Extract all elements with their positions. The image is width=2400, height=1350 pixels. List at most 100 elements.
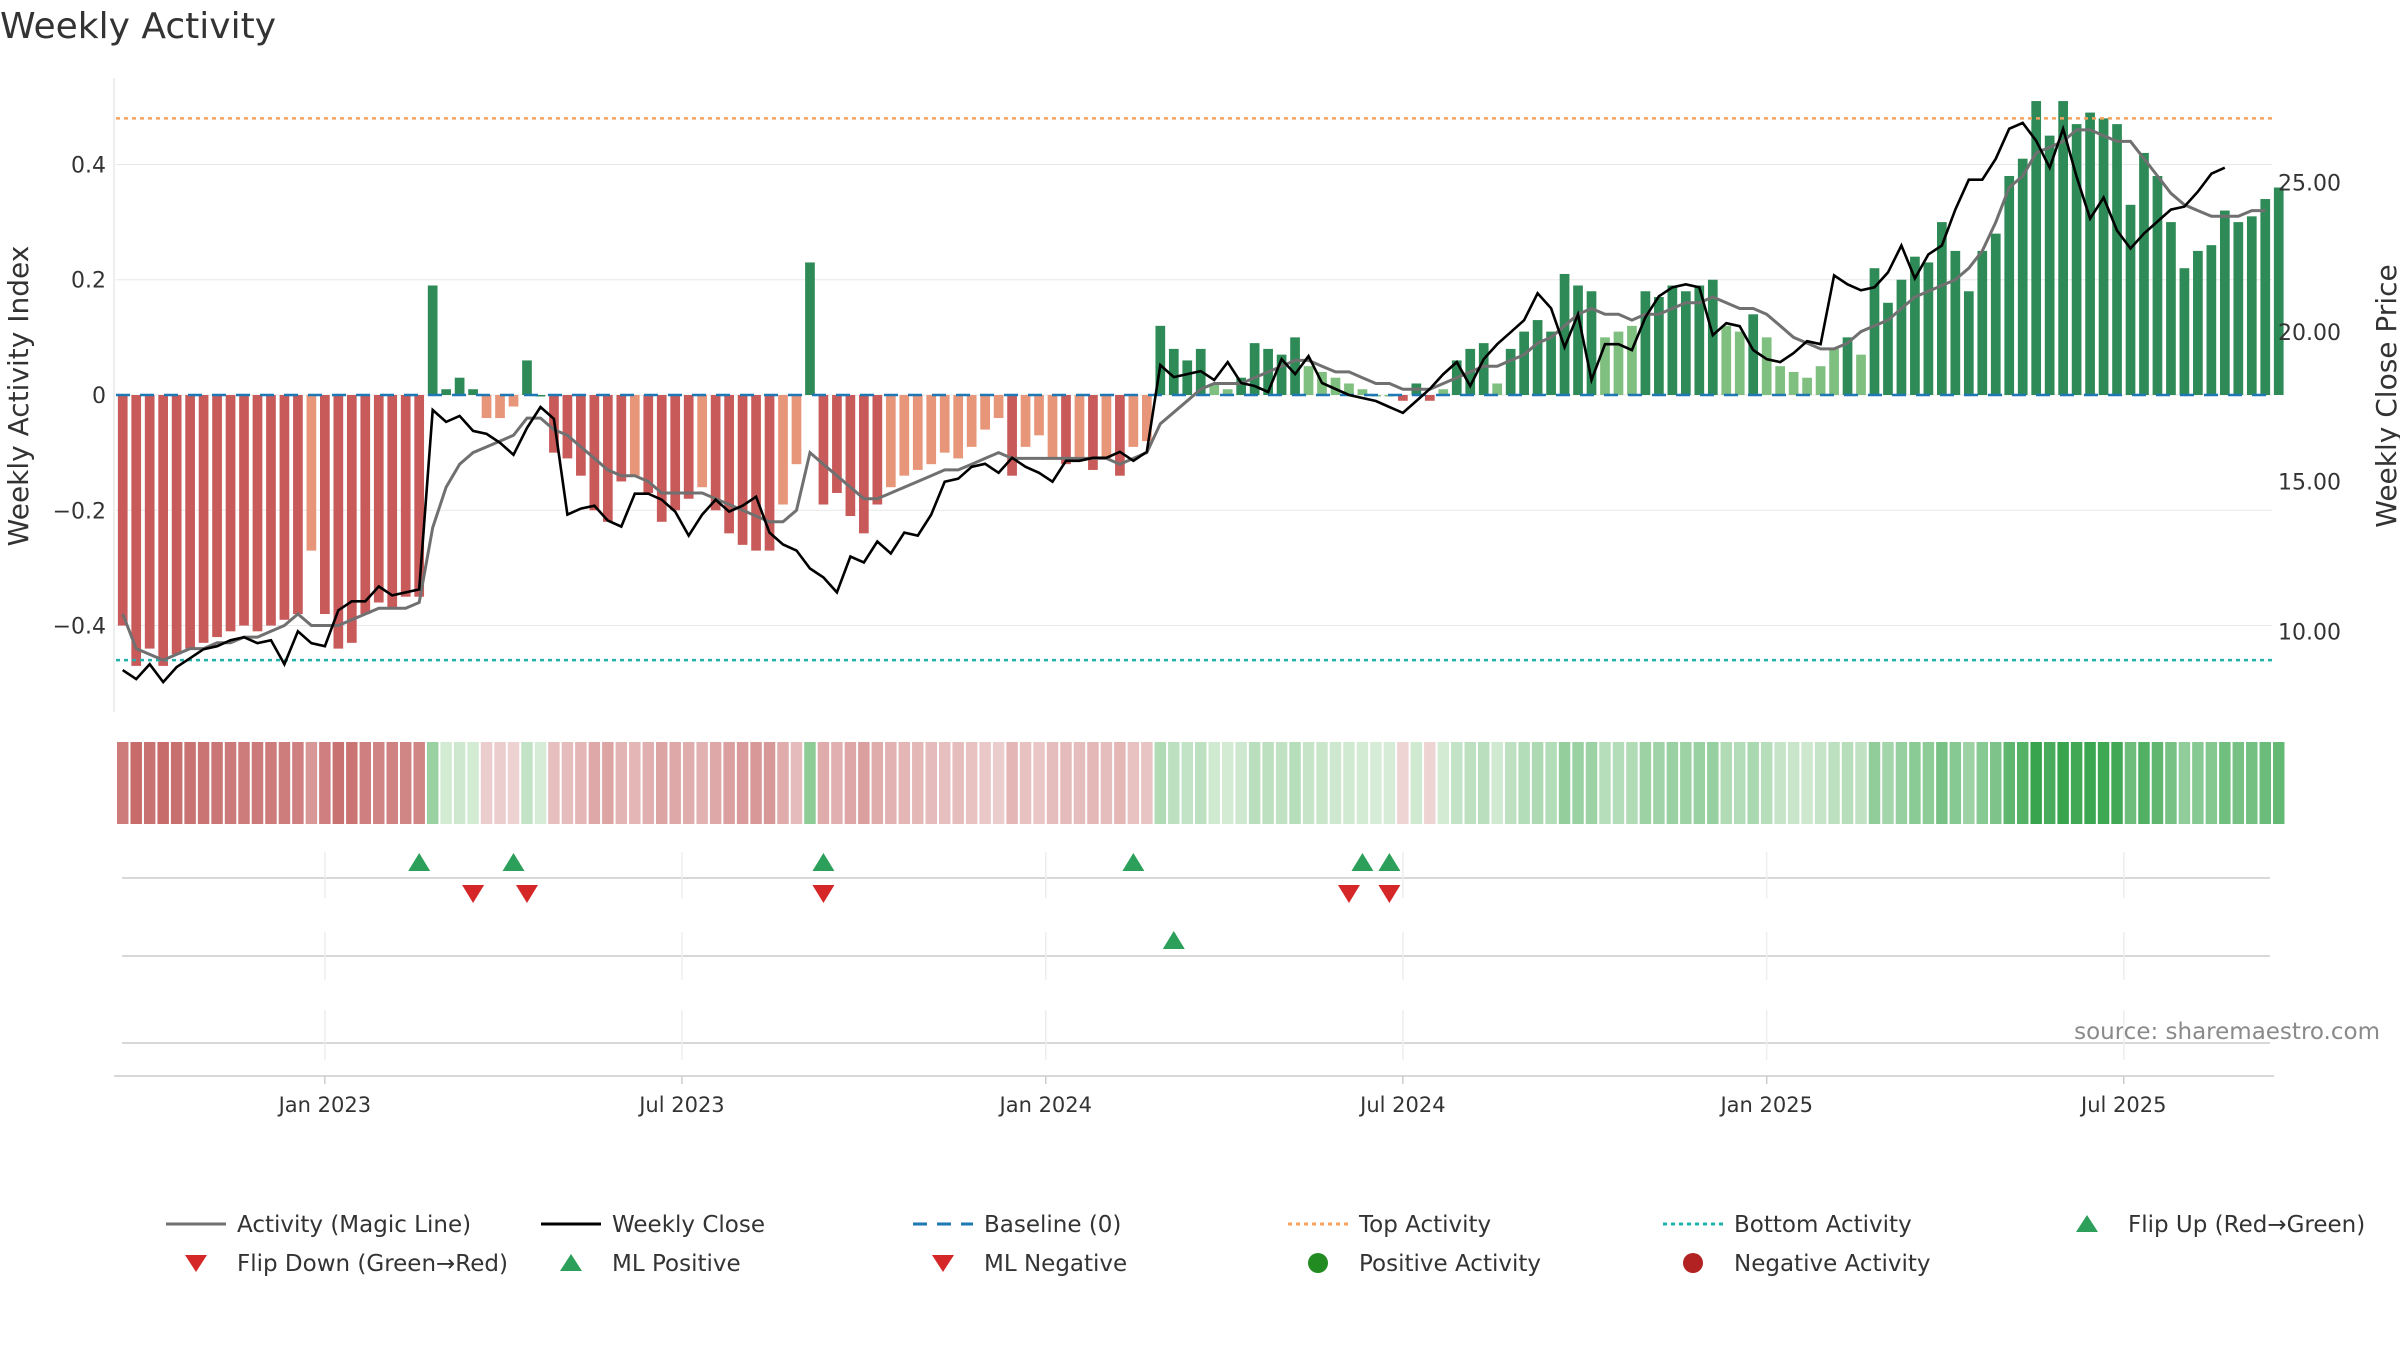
activity-bar bbox=[1424, 395, 1435, 401]
flip-up-marker bbox=[1378, 853, 1401, 871]
activity-bar bbox=[2139, 152, 2149, 395]
x-tick-label: Jan 2025 bbox=[1718, 1093, 1813, 1117]
activity-bar bbox=[414, 395, 425, 597]
activity-bar bbox=[508, 395, 519, 407]
heat-strip-cell bbox=[224, 742, 237, 824]
activity-bar bbox=[1047, 395, 1058, 459]
heat-strip-cell bbox=[2016, 742, 2029, 824]
heat-strip-cell bbox=[1518, 742, 1530, 824]
x-tick-label: Jul 2024 bbox=[1358, 1093, 1445, 1117]
heat-strip-cell bbox=[1424, 742, 1436, 824]
activity-bar bbox=[589, 395, 600, 511]
activity-bar bbox=[724, 395, 734, 534]
activity-bar bbox=[1950, 250, 1961, 395]
activity-bar bbox=[1505, 348, 1516, 395]
heat-strip-cell bbox=[386, 742, 398, 824]
activity-bar bbox=[1155, 325, 1166, 395]
activity-bar bbox=[2179, 268, 2190, 395]
activity-bar bbox=[185, 395, 195, 649]
activity-bar bbox=[2031, 101, 2042, 396]
signal-markers bbox=[122, 853, 2270, 1044]
activity-bar bbox=[885, 395, 896, 488]
activity-bar bbox=[1761, 337, 1772, 395]
heat-strip-cell bbox=[2084, 742, 2096, 824]
activity-bar bbox=[912, 395, 923, 470]
activity-bar bbox=[629, 395, 640, 476]
activity-bar bbox=[266, 395, 276, 626]
legend-label: ML Negative bbox=[984, 1251, 1127, 1277]
heat-strip-cell bbox=[736, 742, 749, 824]
activity-bar bbox=[1748, 314, 1759, 395]
heat-strip-cell bbox=[1168, 742, 1180, 824]
heat-strip-cell bbox=[1612, 742, 1625, 824]
heat-strip-cell bbox=[2111, 742, 2123, 824]
heat-strip-cell bbox=[1909, 742, 1921, 824]
activity-bar bbox=[1680, 291, 1691, 395]
heat-strip-cell bbox=[831, 742, 843, 824]
chart-title: Weekly Activity bbox=[0, 6, 276, 47]
heat-strip-cell bbox=[238, 742, 250, 824]
activity-heat-strip bbox=[117, 742, 2285, 824]
heat-strip-cell bbox=[521, 742, 533, 824]
heat-strip-cell bbox=[1181, 742, 1193, 824]
activity-bar bbox=[2219, 210, 2230, 395]
heat-strip-cell bbox=[1585, 742, 1598, 824]
activity-bar bbox=[1883, 302, 1893, 395]
activity-bar bbox=[293, 395, 303, 615]
heat-strip-cell bbox=[1248, 742, 1261, 824]
heat-strip-cell bbox=[750, 742, 762, 824]
heat-strip-cell bbox=[1895, 742, 1908, 824]
activity-bar bbox=[993, 395, 1004, 419]
heat-strip-cell bbox=[1882, 742, 1894, 824]
y2-tick-label: 25.00 bbox=[2278, 172, 2341, 197]
y-tick-label: 0.4 bbox=[71, 153, 106, 178]
activity-bar bbox=[1438, 389, 1449, 395]
activity-bar bbox=[1734, 331, 1745, 395]
heat-strip-cell bbox=[925, 742, 937, 824]
heat-strip-cell bbox=[1558, 742, 1571, 824]
heat-strip-cell bbox=[1100, 742, 1113, 824]
y-tick-label: −0.2 bbox=[53, 499, 106, 524]
activity-bar bbox=[1802, 377, 1812, 395]
activity-bar bbox=[2246, 216, 2257, 395]
heat-strip-cell bbox=[170, 742, 183, 824]
activity-bar bbox=[427, 285, 438, 395]
activity-bar bbox=[751, 395, 761, 551]
heat-strip-cell bbox=[1127, 742, 1140, 824]
heat-strip-cell bbox=[1572, 742, 1584, 824]
activity-bar bbox=[616, 395, 627, 482]
heat-strip-cell bbox=[197, 742, 210, 824]
heat-strip-cell bbox=[938, 742, 951, 824]
activity-bar bbox=[670, 395, 681, 511]
flip-up-marker bbox=[1122, 853, 1145, 871]
legend-up-triangle-swatch bbox=[2076, 1215, 2098, 1232]
heat-strip-cell bbox=[117, 742, 129, 824]
activity-bar bbox=[1532, 320, 1543, 395]
flip-down-marker bbox=[1337, 885, 1360, 903]
heat-strip-cell bbox=[1949, 742, 1962, 824]
activity-bar bbox=[1546, 331, 1556, 395]
activity-bar bbox=[2004, 175, 2015, 395]
heat-strip-cell bbox=[1356, 742, 1369, 824]
activity-bar bbox=[454, 377, 465, 395]
activity-bar bbox=[1398, 395, 1408, 401]
heat-strip-cell bbox=[2165, 742, 2177, 824]
activity-bar bbox=[2058, 101, 2068, 396]
activity-bar bbox=[158, 395, 169, 666]
activity-bar bbox=[576, 395, 586, 476]
heat-strip-cell bbox=[332, 742, 345, 824]
activity-bar bbox=[346, 395, 357, 643]
heat-strip-cell bbox=[1639, 742, 1652, 824]
heat-strip-cell bbox=[130, 742, 142, 824]
activity-bar bbox=[2166, 222, 2176, 395]
heat-strip-cell bbox=[1208, 742, 1220, 824]
activity-bar bbox=[1586, 291, 1597, 395]
activity-bar bbox=[1249, 343, 1260, 395]
heat-strip-cell bbox=[1410, 742, 1423, 824]
activity-bar bbox=[1330, 377, 1341, 395]
activity-bar bbox=[872, 395, 883, 505]
heat-strip-cell bbox=[1531, 742, 1544, 824]
heat-strip-cell bbox=[211, 742, 223, 824]
heat-strip-cell bbox=[1855, 742, 1867, 824]
activity-bar bbox=[1627, 325, 1637, 395]
